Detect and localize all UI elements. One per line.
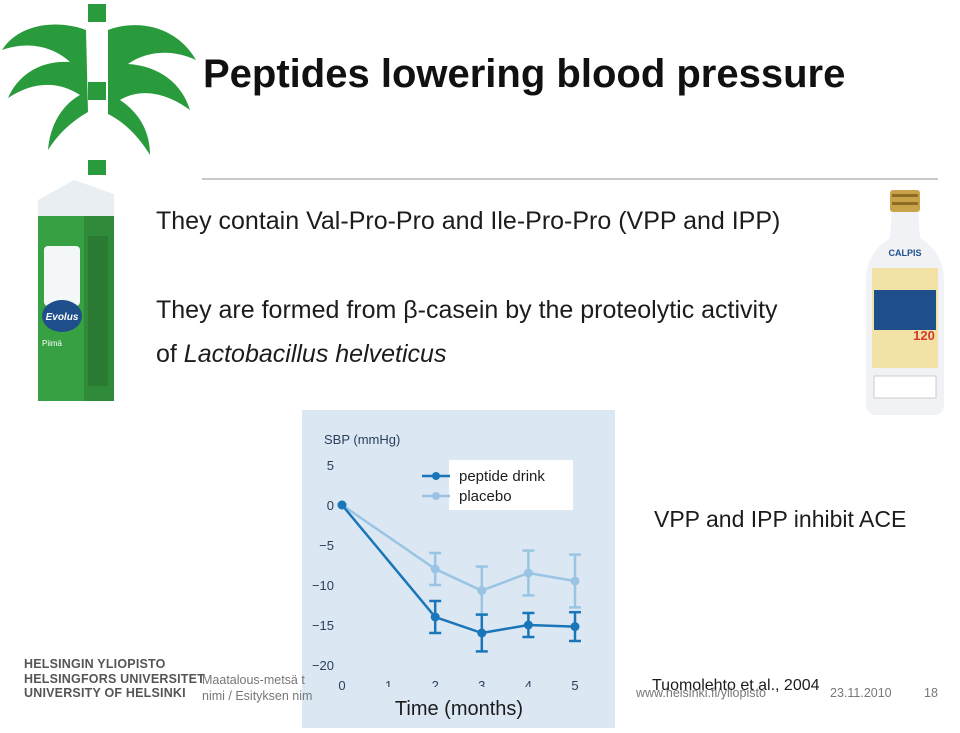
species-name: Lactobacillus helveticus: [183, 340, 447, 368]
data-point: [523, 568, 533, 578]
sbp-chart: SBP (mmHg) 5 0 −5 −10 −15 −20 0 1 2 3 4 5 peptide …: [312, 432, 581, 725]
footer-faculty: Maatalous-metsä t: [202, 673, 305, 687]
data-point: [337, 500, 347, 510]
page-number: 18: [924, 686, 938, 700]
data-point: [570, 576, 580, 586]
data-point: [477, 628, 487, 638]
data-point: [477, 586, 487, 596]
footer-presentation-name: nimi / Esityksen nim: [202, 689, 313, 703]
y-tick-label: 0: [327, 498, 334, 513]
university-name-fi: HELSINGIN YLIOPISTO: [24, 657, 166, 671]
x-tick-label: 5: [571, 678, 578, 693]
x-tick-label: 1: [385, 678, 392, 693]
x-tick-label: 2: [432, 678, 439, 693]
milk-carton-image: Evolus Piimä: [38, 180, 114, 401]
footer-date: 23.11.2010: [830, 686, 892, 700]
university-logo: [2, 4, 196, 175]
milk-brand-text: Evolus: [46, 312, 79, 323]
y-tick-label: −10: [312, 578, 334, 593]
data-point: [430, 612, 440, 622]
legend-swatch-dot: [432, 492, 440, 500]
bullet-beta-casein: They are formed from β-casein by the pro…: [156, 296, 778, 324]
university-name-sv: HELSINGFORS UNIVERSITET: [24, 671, 206, 686]
university-name-en: UNIVERSITY OF HELSINKI: [24, 686, 186, 700]
series-line: [341, 504, 576, 635]
y-tick-label: −5: [319, 538, 334, 553]
y-tick-label: 5: [327, 458, 334, 473]
bottle-number-text: 120: [913, 328, 935, 343]
bullet-beta-casein-line2: of Lactobacillus helveticus: [156, 340, 446, 369]
x-axis-label: Time (months): [395, 698, 523, 720]
footer-presentation-info: Maatalous-metsä t nimi / Esityksen nim: [202, 672, 312, 704]
bullet-vpp-ipp: They contain Val-Pro-Pro and Ile-Pro-Pro…: [156, 207, 781, 235]
x-tick-label: 0: [338, 678, 345, 693]
bullet-of-text: of: [156, 340, 184, 368]
sbp-chart-panel: SBP (mmHg) 5 0 −5 −10 −15 −20 0 1 2 3 4 5 peptide …: [302, 410, 615, 728]
x-axis-label-box: [378, 687, 541, 725]
data-point: [570, 622, 580, 632]
data-point: [430, 564, 440, 574]
x-tick-label: 4: [525, 678, 532, 693]
legend-swatch-dot: [432, 472, 440, 480]
footer-url[interactable]: www.helsinki.fi/yliopisto: [636, 686, 766, 700]
bottle-brand-text: CALPIS: [888, 248, 921, 258]
x-tick-label: 3: [478, 678, 485, 693]
calpis-bottle-image: CALPIS 120: [866, 190, 944, 415]
legend-box: [449, 460, 573, 510]
ace-note: VPP and IPP inhibit ACE: [654, 506, 907, 532]
y-axis-label: SBP (mmHg): [324, 432, 400, 447]
legend-label: placebo: [459, 488, 512, 505]
legend-label: peptide drink: [459, 468, 545, 485]
data-point: [523, 620, 533, 630]
university-wordmark: HELSINGIN YLIOPISTO HELSINGFORS UNIVERSI…: [24, 657, 205, 701]
y-tick-label: −15: [312, 618, 334, 633]
citation: Tuomolehto et al., 2004: [652, 677, 820, 694]
slide-title: Peptides lowering blood pressure: [203, 52, 846, 96]
y-tick-label: −20: [312, 658, 334, 673]
milk-label-text: Piimä: [42, 339, 63, 348]
title-divider: [202, 178, 938, 180]
